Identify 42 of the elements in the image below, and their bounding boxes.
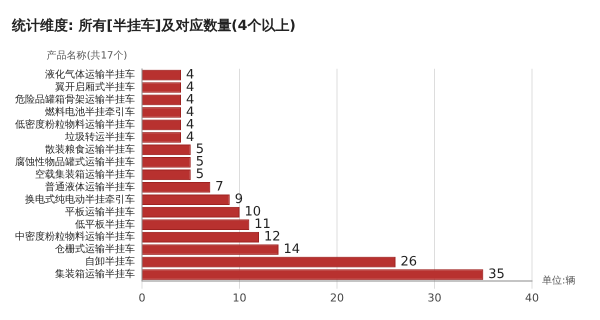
x-tick-label: 30: [428, 291, 442, 304]
y-tick-label: 散装粮食运输半挂车: [45, 143, 135, 156]
y-tick-label: 仓栅式运输半挂车: [55, 243, 135, 256]
data-label: 4: [186, 67, 194, 82]
data-label: 26: [400, 254, 418, 270]
data-label: 10: [244, 204, 262, 220]
x-tick-label: 0: [138, 291, 146, 304]
data-label: 4: [186, 92, 194, 108]
y-tick-label: 空载集装箱运输半挂车: [35, 168, 135, 180]
data-label: 4: [186, 117, 194, 132]
data-label: 5: [196, 154, 204, 170]
x-tick-label: 40: [525, 291, 539, 304]
data-label: 9: [234, 192, 244, 208]
x-tick-label: 10: [232, 291, 246, 304]
data-label: 35: [488, 266, 505, 282]
y-tick-label: 中密度粉粒物料运输半挂车: [15, 230, 135, 243]
data-label: 11: [254, 217, 271, 232]
y-tick-label: 集装箱运输半挂车: [55, 268, 135, 280]
data-label: 5: [196, 167, 204, 182]
y-tick-label: 换电式纯电动半挂牵引车: [25, 193, 135, 206]
y-tick-label: 危险品罐箱骨架运输半挂车: [15, 94, 135, 106]
y-tick-label: 低密度粉粒物料运输半挂车: [15, 118, 135, 131]
data-label: 12: [264, 230, 281, 245]
data-label: 7: [215, 180, 224, 195]
y-tick-label: 翼开启厢式半挂车: [55, 81, 135, 94]
data-label: 4: [186, 130, 194, 145]
x-tick-label: 20: [330, 291, 344, 304]
y-tick-label: 自卸半挂车: [85, 256, 135, 268]
y-tick-label: 普通液体运输半挂车: [45, 180, 135, 193]
y-tick-label: 液化气体运输半挂车: [45, 68, 135, 81]
data-label: 14: [284, 242, 300, 257]
data-label: 4: [186, 80, 194, 95]
chart-title: 统计维度: 所有[半挂车]及对应数量(4个以上): [11, 17, 296, 34]
y-tick-label: 平板运输半挂车: [65, 206, 135, 218]
y-tick-label: 燃料电池半挂牵引车: [45, 106, 135, 118]
y-tick-label: 垃圾转运半挂车: [64, 130, 135, 143]
x-axis-title: 单位:辆: [542, 274, 576, 286]
y-tick-label: 低平板半挂车: [75, 218, 135, 230]
data-label: 5: [196, 142, 204, 158]
y-tick-label: 腐蚀性物品罐式运输半挂车: [15, 156, 135, 168]
data-label: 4: [186, 104, 194, 120]
y-axis-title: 产品名称(共17个): [46, 49, 128, 62]
